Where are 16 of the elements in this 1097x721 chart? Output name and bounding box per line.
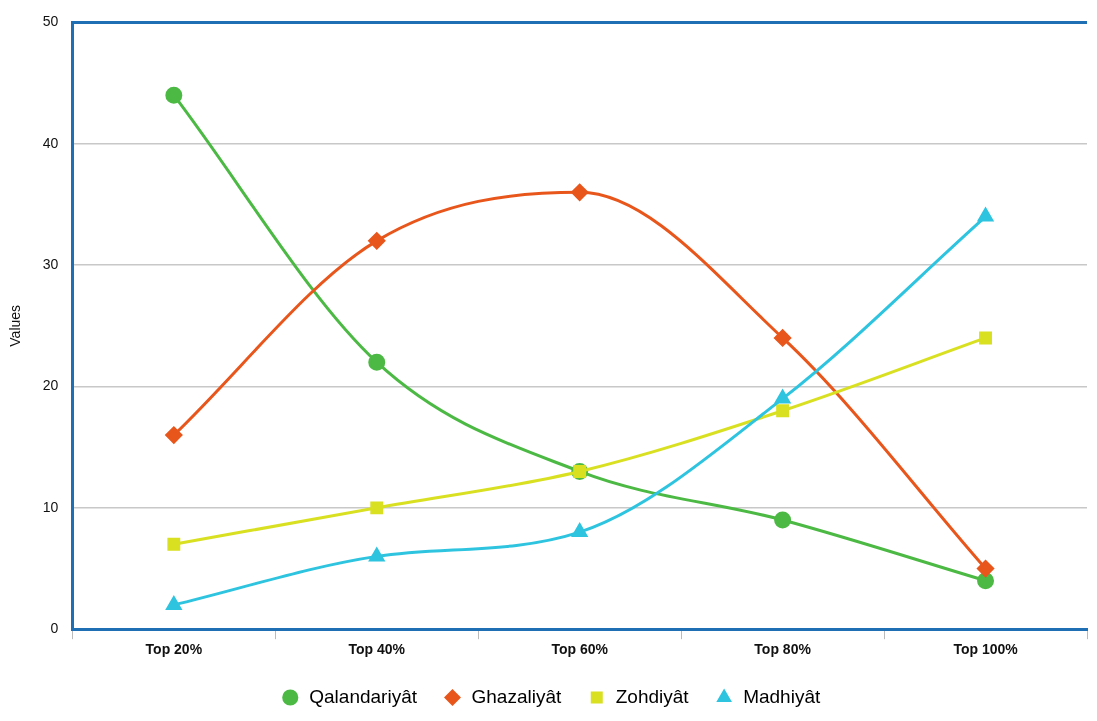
x-tick-label: Top 20% [145, 641, 203, 658]
x-tick-label: Top 80% [754, 641, 812, 658]
y-tick-label: 30 [42, 255, 59, 272]
legend-label: Madhiyât [743, 685, 821, 707]
x-tick-label: Top 100% [953, 641, 1019, 658]
y-tick-label: 10 [42, 498, 59, 515]
legend-label: Ghazaliyât [471, 685, 562, 707]
y-tick-label: 40 [42, 134, 59, 151]
y-axis-title: Values [7, 304, 24, 347]
y-tick-label: 0 [50, 620, 59, 637]
x-tick-label: Top 40% [348, 641, 406, 658]
legend-label: Qalandariyât [309, 685, 418, 707]
y-tick-label: 50 [42, 13, 59, 30]
x-tick-label: Top 60% [551, 641, 609, 658]
y-tick-label: 20 [42, 377, 59, 394]
legend-label: Zohdiyât [615, 685, 690, 707]
